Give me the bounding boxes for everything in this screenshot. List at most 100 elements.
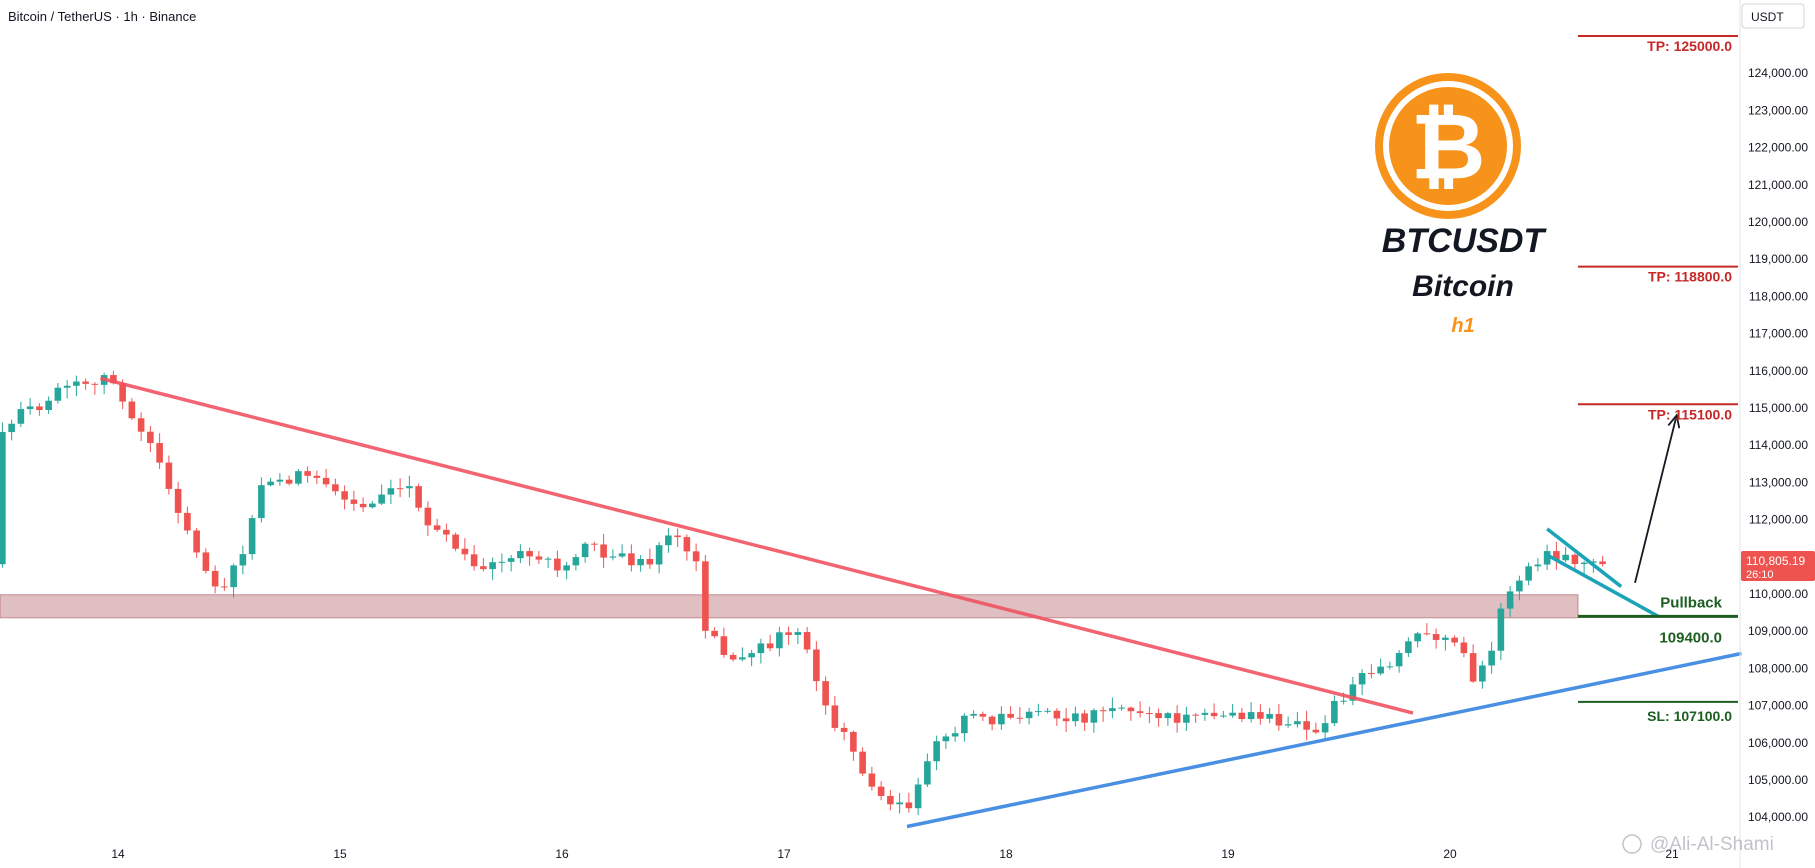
candle-body <box>304 471 311 476</box>
candle-body <box>1340 700 1347 702</box>
candle-body <box>905 802 913 809</box>
candle <box>258 477 265 523</box>
candle-body <box>961 715 968 734</box>
candle <box>165 455 173 495</box>
time-tick-label: 20 <box>1443 847 1457 861</box>
candle-body <box>480 566 487 570</box>
candle <box>1210 703 1218 720</box>
support-trendline <box>906 651 1742 829</box>
candle <box>1303 710 1310 741</box>
candle <box>914 777 922 816</box>
candle-body <box>147 431 154 444</box>
candle <box>147 425 154 452</box>
candle-body <box>683 537 691 552</box>
candle <box>739 647 746 662</box>
candle-body <box>1229 712 1236 716</box>
candle-body <box>517 551 524 559</box>
candle-body <box>1303 721 1310 730</box>
candle-body <box>433 525 441 530</box>
candle-body <box>54 387 62 401</box>
candle <box>202 548 210 574</box>
tp-level-125000-label: TP: 125000.0 <box>1647 38 1732 54</box>
candle-body <box>461 548 469 555</box>
candle-body <box>1386 666 1394 668</box>
candle <box>1386 661 1394 670</box>
candle-body <box>914 784 922 809</box>
candle-body <box>1590 561 1597 563</box>
candle <box>683 534 691 561</box>
price-tick-label: 118,000.00 <box>1749 289 1808 303</box>
candle-body <box>350 499 358 504</box>
candle <box>1173 705 1181 733</box>
candle-body <box>1007 713 1014 718</box>
candle <box>600 533 607 569</box>
candle-body <box>785 632 792 635</box>
candle <box>692 543 700 572</box>
candle-body <box>91 383 99 385</box>
candle <box>526 547 533 566</box>
candles <box>0 370 1606 816</box>
candle <box>36 403 43 416</box>
candle <box>332 478 339 496</box>
candle <box>1155 708 1162 727</box>
candle <box>563 561 570 580</box>
candle-body <box>720 636 728 655</box>
candle <box>517 544 524 564</box>
candle-body <box>563 565 570 571</box>
candle-body <box>1247 712 1255 720</box>
candle <box>443 523 450 542</box>
candle-body <box>1146 713 1153 715</box>
candle-body <box>26 406 34 410</box>
last-price-badge <box>1741 551 1815 582</box>
candle <box>813 641 820 692</box>
candle-body <box>1136 711 1144 714</box>
candle <box>877 781 885 801</box>
symbol-header[interactable]: Bitcoin / TetherUS · 1h · Binance <box>8 9 197 24</box>
price-tick-label: 115,000.00 <box>1749 401 1808 415</box>
candle <box>156 433 163 470</box>
candle <box>1090 708 1098 733</box>
candle-body <box>285 479 293 484</box>
candle-body <box>1405 641 1412 654</box>
candle-body <box>1266 713 1273 719</box>
candle-body <box>424 507 432 526</box>
candle-body <box>1534 564 1542 567</box>
candle-body <box>692 551 700 562</box>
candle-body <box>369 503 376 508</box>
candle <box>1284 716 1292 728</box>
candle <box>0 422 6 568</box>
candle <box>73 375 80 397</box>
candle-body <box>1053 710 1061 719</box>
candle-body <box>655 545 663 565</box>
candle <box>100 372 108 395</box>
candle <box>1025 707 1033 725</box>
candle-body <box>1312 729 1320 733</box>
candle-body <box>618 553 626 557</box>
candle-body <box>202 552 210 571</box>
price-tick-label: 113,000.00 <box>1749 475 1808 489</box>
candle <box>415 483 422 512</box>
candle-body <box>1016 717 1024 719</box>
candle <box>1062 708 1070 732</box>
candle <box>1035 703 1042 717</box>
candle-body <box>406 486 413 489</box>
candle <box>859 747 866 776</box>
candle <box>924 753 931 788</box>
candle <box>1377 658 1384 676</box>
time-tick-label: 19 <box>1221 847 1235 861</box>
candle-body <box>359 503 367 508</box>
price-tick-label: 121,000.00 <box>1748 178 1808 192</box>
candle-body <box>221 586 228 588</box>
candle-body <box>45 400 52 411</box>
candle-body <box>665 535 672 546</box>
candle-body <box>822 681 829 706</box>
candle-body <box>174 488 182 513</box>
candle <box>1423 623 1431 636</box>
candle-body <box>110 375 117 384</box>
candle <box>239 545 247 575</box>
price-tick-label: 119,000.00 <box>1749 252 1808 266</box>
candle-body <box>1488 650 1495 666</box>
candle-body <box>803 632 811 650</box>
candle <box>1442 634 1449 651</box>
